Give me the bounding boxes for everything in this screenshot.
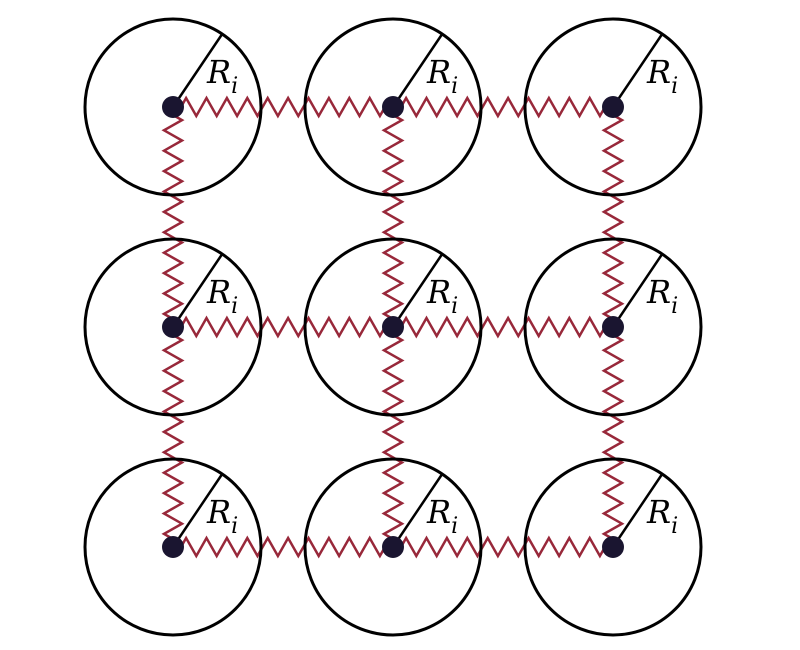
radius-label: Ri [426,493,458,539]
vertical-spring-c2-r2 [381,327,405,547]
horizontal-spring-r2-c1 [173,315,393,339]
radius-label-main: R [646,53,671,91]
radius-line [171,253,224,328]
radius-label-main: R [206,493,231,531]
particle-center-node-r2-c3 [602,316,624,338]
particle-boundary-circle [523,17,703,197]
horizontal-spring-r2-c2 [393,315,613,339]
radius-line [391,33,444,108]
particle-r1-c2: Ri [303,17,483,197]
radius-label-main: R [426,273,451,311]
radius-label-subscript: i [231,514,238,539]
particle-r3-c2: Ri [303,457,483,637]
springs-layer [161,95,625,559]
particle-r2-c3: Ri [523,237,703,417]
vertical-spring-c2-r1 [381,107,405,327]
radius-label: Ri [646,493,678,539]
radius-label: Ri [646,53,678,99]
radius-line [391,473,444,548]
particle-boundary-circle [83,237,263,417]
particle-r2-c2: Ri [303,237,483,417]
vertical-spring-c3-r1 [601,107,625,327]
radius-label: Ri [646,273,678,319]
radius-line [171,473,224,548]
particle-center-node-r2-c1 [162,316,184,338]
particle-boundary-circle [83,457,263,637]
radius-label-subscript: i [671,514,678,539]
radius-label-main: R [206,273,231,311]
radius-label-main: R [646,493,671,531]
radius-label-subscript: i [451,74,458,99]
radius-label-main: R [426,53,451,91]
particle-boundary-circle [303,17,483,197]
particle-center-node-r3-c2 [382,536,404,558]
radius-label: Ri [426,273,458,319]
radius-line [171,33,224,108]
radius-label-subscript: i [671,74,678,99]
particle-r3-c1: Ri [83,457,263,637]
particle-r3-c3: Ri [523,457,703,637]
radius-label-subscript: i [671,294,678,319]
particle-boundary-circle [523,237,703,417]
particle-center-node-r1-c1 [162,96,184,118]
particle-boundary-circle [303,237,483,417]
radius-line [611,33,664,108]
particle-r2-c1: Ri [83,237,263,417]
radius-label-subscript: i [231,74,238,99]
radius-line [391,253,444,328]
radius-label: Ri [206,273,238,319]
particle-boundary-circle [523,457,703,637]
radius-label-main: R [426,493,451,531]
horizontal-spring-r1-c2 [393,95,613,119]
particle-center-node-r3-c3 [602,536,624,558]
radius-line [611,253,664,328]
horizontal-spring-r3-c2 [393,535,613,559]
radius-label-main: R [646,273,671,311]
radius-label-subscript: i [451,294,458,319]
particle-boundary-circle [83,17,263,197]
radius-label-subscript: i [231,294,238,319]
particle-r1-c1: Ri [83,17,263,197]
particle-r1-c3: Ri [523,17,703,197]
particle-center-node-r1-c3 [602,96,624,118]
radius-label-subscript: i [451,514,458,539]
particle-center-node-r1-c2 [382,96,404,118]
radius-line [611,473,664,548]
vertical-spring-c1-r1 [161,107,185,327]
radius-label: Ri [206,493,238,539]
vertical-spring-c1-r2 [161,327,185,547]
radius-label: Ri [206,53,238,99]
horizontal-spring-r3-c1 [173,535,393,559]
particle-boundary-circle [303,457,483,637]
particle-center-node-r2-c2 [382,316,404,338]
horizontal-spring-r1-c1 [173,95,393,119]
particle-center-node-r3-c1 [162,536,184,558]
vertical-spring-c3-r2 [601,327,625,547]
radius-label-main: R [206,53,231,91]
radius-label: Ri [426,53,458,99]
